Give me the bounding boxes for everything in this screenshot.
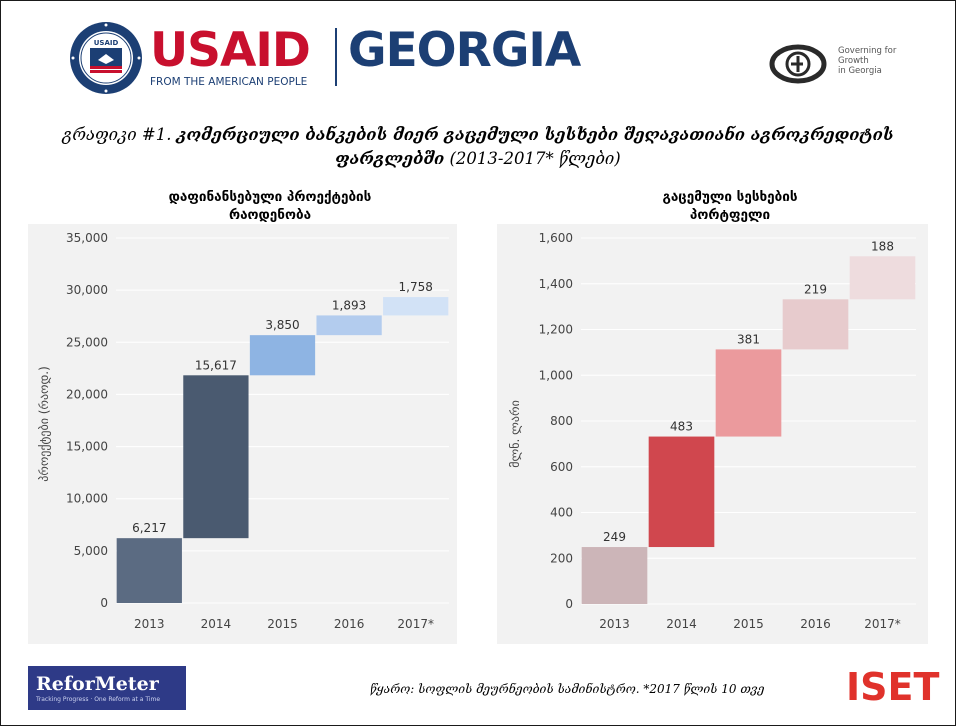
reformeter-tagline: Tracking Progress · One Reform at a Time: [36, 696, 161, 703]
iset-logo: ISET: [846, 665, 940, 709]
chart-2-ytick-label: 1,400: [539, 277, 573, 291]
chart-2-ytick-label: 800: [550, 414, 573, 428]
figure-title: გრაფიკი #1. კომერციული ბანკების მიერ გაც…: [20, 123, 936, 171]
chart-1-title-line-2: რაოდენობა: [228, 207, 312, 223]
chart-1-ytick-label: 30,000: [66, 283, 108, 297]
chart-1-data-label: 3,850: [265, 318, 299, 332]
chart-2-data-label: 381: [737, 332, 760, 346]
usaid-wordmark: USAID FROM THE AMERICAN PEOPLE: [150, 23, 340, 89]
governing-line-1: Governing for: [838, 46, 897, 56]
figure-title-main: კომერციული ბანკების მიერ გაცემული სესხებ…: [176, 125, 894, 168]
chart-1-data-label: 1,758: [399, 280, 433, 294]
governing-line-2: Growth: [838, 56, 869, 66]
chart-2-ylabel: მლნ. ლარი: [508, 400, 522, 468]
chart-2-bar: [715, 349, 782, 437]
chart-1-bar: [183, 375, 249, 539]
chart-2-category-label: 2013: [599, 617, 630, 631]
chart-2-data-label: 249: [603, 530, 626, 544]
chart-1-ytick-label: 5,000: [74, 544, 108, 558]
chart-2-bar: [581, 547, 648, 604]
georgia-text: GEORGIA: [348, 23, 581, 78]
chart-2-category-label: 2015: [733, 617, 764, 631]
chart-1-ytick-label: 35,000: [66, 231, 108, 245]
usaid-seal-logo: USAID: [70, 22, 142, 94]
chart-2-data-label: 483: [670, 420, 693, 434]
chart-1-ytick-label: 25,000: [66, 335, 108, 349]
chart-2-title: გაცემული სესხების პორტფელი: [560, 188, 900, 224]
usaid-tagline: FROM THE AMERICAN PEOPLE: [150, 76, 308, 88]
chart-1-category-label: 2017*: [397, 617, 434, 631]
governing-for-growth: Governing for Growth in Georgia: [838, 46, 896, 76]
chart-1-bar: [383, 297, 449, 316]
chart-2-ytick-label: 1,000: [539, 368, 573, 382]
chart-2-title-line-1: გაცემული სესხების: [662, 189, 798, 205]
seal-tag: USAID: [94, 39, 119, 47]
chart-1-data-label: 6,217: [132, 521, 166, 535]
source-note: წყარო: სოფლის მეურნეობის სამინისტრო. *20…: [370, 682, 765, 696]
chart-1-ytick-label: 15,000: [66, 440, 108, 454]
chart-2-ytick-label: 200: [550, 551, 573, 565]
chart-1-ytick-label: 10,000: [66, 492, 108, 506]
chart-2-bar: [648, 436, 715, 548]
chart-1-category-label: 2016: [334, 617, 365, 631]
governing-line-3: in Georgia: [838, 66, 882, 76]
header-divider: [335, 28, 337, 86]
figure-title-prefix: გრაფიკი #1.: [62, 125, 172, 144]
chart-1-ylabel: პროექტები (რაოდ.): [37, 366, 51, 482]
chart-1-title: დაფინანსებული პროექტების რაოდენობა: [100, 188, 440, 224]
chart-2-category-label: 2016: [800, 617, 831, 631]
chart-2-ytick-label: 400: [550, 506, 573, 520]
chart-1-ytick-label: 20,000: [66, 387, 108, 401]
chart-2-bar: [782, 299, 849, 350]
chart-2-category-label: 2014: [666, 617, 697, 631]
chart-1-data-label: 15,617: [195, 358, 237, 372]
g4g-logo-icon: [769, 44, 827, 84]
chart-1-data-label: 1,893: [332, 298, 366, 312]
chart-2-category-label: 2017*: [864, 617, 901, 631]
chart-2-data-label: 188: [871, 239, 894, 253]
chart-1-ytick-label: 0: [100, 596, 108, 610]
chart-1-bar: [316, 315, 382, 336]
chart-loan-portfolio: 0 200 400 600 800 1,000 1,200 1,400 1,600 მლნ. ლა…: [497, 224, 928, 644]
usaid-text: USAID: [150, 23, 311, 78]
reformeter-text: ReforMeter: [36, 673, 159, 695]
chart-1-category-label: 2013: [134, 617, 165, 631]
chart-2-data-label: 219: [804, 282, 827, 296]
chart-2-ytick-label: 1,600: [539, 231, 573, 245]
chart-1-category-label: 2014: [201, 617, 232, 631]
reformeter-logo: ReforMeter Tracking Progress · One Refor…: [28, 666, 186, 710]
chart-1-title-line-1: დაფინანსებული პროექტების: [168, 189, 372, 205]
chart-2-bar: [849, 256, 916, 300]
chart-2-ytick-label: 0: [565, 597, 573, 611]
chart-projects-count: 0 5,000 10,000 15,000 20,000 25,000 30,000 35,0…: [28, 224, 457, 644]
chart-2-ytick-label: 1,200: [539, 323, 573, 337]
figure-title-suffix: (2013-2017* წლები): [444, 149, 621, 168]
chart-2-ytick-label: 600: [550, 460, 573, 474]
chart-1-bar: [249, 335, 316, 376]
chart-2-title-line-2: პორტფელი: [689, 207, 771, 223]
chart-1-bar: [116, 538, 182, 603]
chart-1-category-label: 2015: [267, 617, 298, 631]
